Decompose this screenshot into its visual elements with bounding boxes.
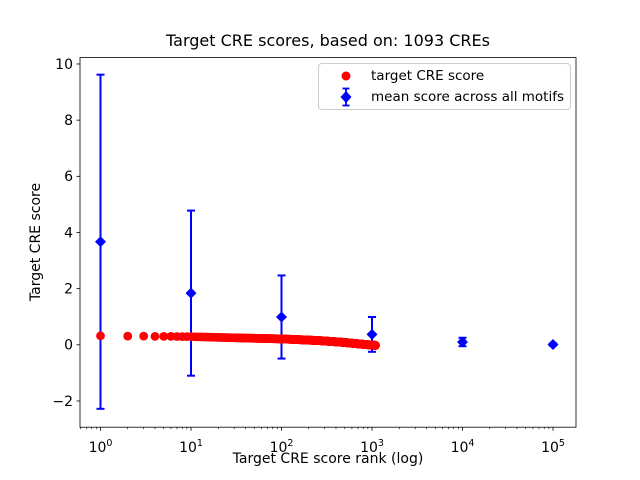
- legend: target CRE score mean score across all m…: [318, 63, 571, 110]
- legend-label-target-cre-score: target CRE score: [371, 67, 485, 84]
- x-axis-label: Target CRE score rank (log): [232, 451, 424, 467]
- svg-text:−2: −2: [52, 394, 73, 410]
- blue-diamond-errorbar-marker-icon: [340, 87, 352, 107]
- svg-text:2: 2: [64, 281, 73, 297]
- svg-text:4: 4: [64, 225, 73, 241]
- legend-item-mean-score: mean score across all motifs: [323, 87, 566, 108]
- chart-title: Target CRE scores, based on: 1093 CREs: [166, 31, 490, 50]
- svg-text:10: 10: [55, 57, 73, 73]
- svg-text:8: 8: [64, 113, 73, 129]
- red-circle-marker-icon: [341, 71, 351, 81]
- y-axis-label: Target CRE score: [28, 182, 44, 302]
- legend-item-target-cre-score: target CRE score: [323, 65, 566, 86]
- svg-text:0: 0: [64, 338, 73, 354]
- svg-text:6: 6: [64, 169, 73, 185]
- legend-label-mean-score: mean score across all motifs: [371, 89, 565, 106]
